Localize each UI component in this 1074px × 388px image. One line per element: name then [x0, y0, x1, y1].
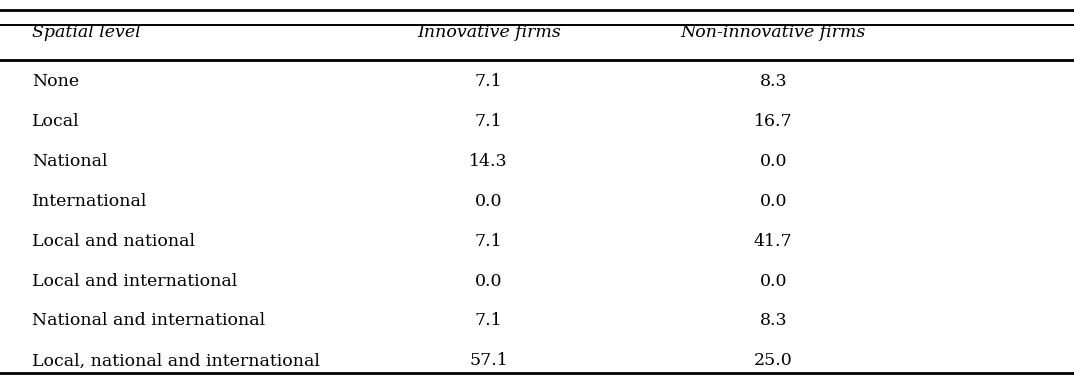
Text: 0.0: 0.0 [759, 153, 787, 170]
Text: 0.0: 0.0 [475, 193, 503, 210]
Text: National: National [32, 153, 107, 170]
Text: None: None [32, 73, 79, 90]
Text: Non-innovative firms: Non-innovative firms [681, 24, 866, 42]
Text: National and international: National and international [32, 312, 265, 329]
Text: Innovative firms: Innovative firms [417, 24, 561, 42]
Text: 7.1: 7.1 [475, 312, 503, 329]
Text: 57.1: 57.1 [469, 352, 508, 369]
Text: Local and international: Local and international [32, 272, 237, 289]
Text: 0.0: 0.0 [475, 272, 503, 289]
Text: Local and national: Local and national [32, 233, 195, 249]
Text: 7.1: 7.1 [475, 113, 503, 130]
Text: 7.1: 7.1 [475, 73, 503, 90]
Text: Spatial level: Spatial level [32, 24, 141, 42]
Text: 14.3: 14.3 [469, 153, 508, 170]
Text: 7.1: 7.1 [475, 233, 503, 249]
Text: 8.3: 8.3 [759, 312, 787, 329]
Text: International: International [32, 193, 147, 210]
Text: 8.3: 8.3 [759, 73, 787, 90]
Text: Local: Local [32, 113, 79, 130]
Text: 41.7: 41.7 [754, 233, 793, 249]
Text: 0.0: 0.0 [759, 272, 787, 289]
Text: 16.7: 16.7 [754, 113, 793, 130]
Text: 0.0: 0.0 [759, 193, 787, 210]
Text: Local, national and international: Local, national and international [32, 352, 320, 369]
Text: 25.0: 25.0 [754, 352, 793, 369]
